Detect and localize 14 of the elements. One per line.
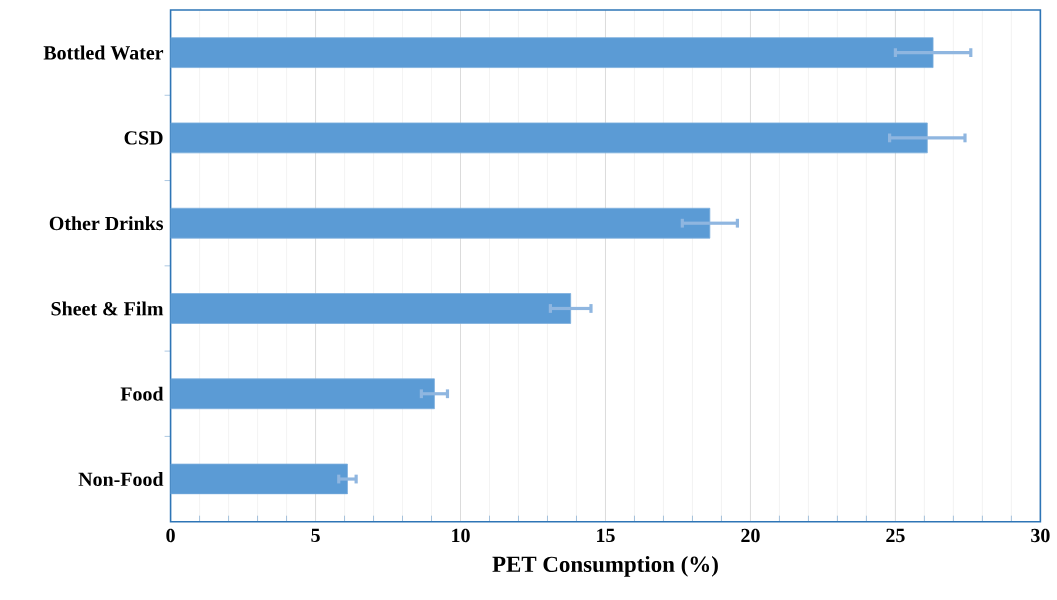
y-tick-label: CSD [124, 130, 163, 145]
y-tick-label: Other Drinks [49, 215, 164, 230]
x-tick-label: 20 [741, 528, 760, 542]
y-tick-label: Sheet & Film [51, 301, 164, 316]
x-tick-label: 5 [311, 528, 320, 542]
x-axis-title: PET Consumption (%) [492, 555, 718, 577]
x-tick-label: 15 [597, 528, 615, 542]
y-tick-label: Bottled Water [43, 45, 164, 60]
y-tick-label: Non-Food [78, 471, 164, 486]
x-tick-label: 30 [1031, 528, 1050, 542]
x-tick-label: 10 [452, 528, 470, 542]
x-tick-label: 0 [166, 528, 175, 542]
y-tick-label: Food [120, 386, 164, 401]
x-tick-label: 25 [886, 528, 905, 542]
